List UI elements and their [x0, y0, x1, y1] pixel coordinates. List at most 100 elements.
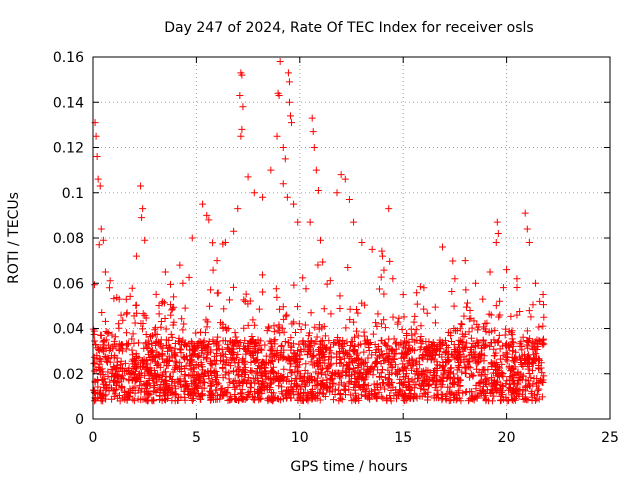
data-point: [110, 354, 118, 362]
data-point: [417, 339, 425, 347]
data-point: [338, 396, 346, 404]
data-point: [90, 353, 98, 361]
data-point: [411, 330, 419, 338]
data-point: [314, 186, 322, 194]
data-point: [315, 345, 323, 353]
data-point: [161, 376, 169, 384]
data-point: [115, 378, 123, 386]
data-point: [218, 386, 226, 394]
data-point: [310, 144, 318, 151]
data-point: [128, 346, 136, 354]
data-point: [259, 288, 267, 296]
data-point: [529, 301, 537, 309]
data-point: [482, 381, 490, 389]
data-point: [172, 352, 180, 360]
data-point: [478, 351, 486, 359]
data-point: [226, 379, 234, 387]
data-point: [113, 372, 121, 380]
data-point: [412, 326, 420, 334]
data-point: [140, 344, 148, 352]
data-point: [117, 311, 125, 319]
data-point: [416, 345, 424, 353]
data-point: [475, 339, 483, 347]
data-point: [386, 257, 394, 265]
data-point: [366, 395, 374, 403]
data-point: [358, 299, 366, 307]
data-point: [475, 355, 483, 363]
data-point: [134, 386, 142, 394]
data-point: [380, 266, 388, 274]
data-point: [334, 369, 342, 377]
data-point: [261, 359, 269, 367]
data-point: [321, 392, 329, 400]
data-point: [374, 366, 382, 374]
data-point: [103, 383, 111, 391]
data-point: [507, 312, 515, 320]
data-point: [97, 371, 105, 379]
data-point: [424, 393, 432, 401]
data-point: [491, 361, 499, 369]
data-point: [313, 381, 321, 389]
data-point: [171, 340, 179, 348]
data-point: [281, 155, 289, 163]
data-point: [417, 322, 425, 330]
data-point: [251, 340, 259, 348]
data-point: [342, 382, 350, 390]
data-point: [368, 245, 376, 253]
data-point: [364, 382, 372, 390]
data-point: [336, 372, 344, 380]
data-point: [524, 344, 532, 352]
data-point: [206, 357, 214, 365]
data-point: [206, 382, 214, 390]
data-point: [197, 371, 205, 379]
data-point: [537, 364, 545, 372]
data-point: [217, 385, 225, 393]
data-point: [165, 385, 173, 393]
data-point: [258, 383, 266, 391]
data-point: [101, 268, 109, 276]
data-point: [229, 345, 237, 353]
data-point: [345, 371, 353, 379]
x-axis-label: GPS time / hours: [290, 459, 407, 475]
data-point: [190, 350, 198, 358]
data-point: [231, 385, 239, 393]
data-point: [538, 369, 546, 377]
data-point: [395, 341, 403, 349]
data-point: [280, 315, 288, 323]
data-point: [285, 98, 293, 106]
data-point: [381, 340, 389, 348]
data-point: [123, 340, 131, 348]
data-point: [375, 388, 383, 396]
data-point: [138, 325, 146, 333]
data-point: [420, 377, 428, 385]
data-point: [492, 239, 500, 247]
data-point: [345, 196, 353, 204]
data-point: [374, 310, 382, 318]
data-point: [246, 297, 254, 305]
data-point: [195, 375, 203, 383]
data-point: [442, 349, 450, 357]
data-point: [247, 384, 255, 392]
data-point: [513, 275, 521, 283]
data-point: [528, 388, 536, 396]
data-point: [311, 323, 319, 331]
data-point: [117, 361, 125, 369]
data-point: [268, 347, 276, 355]
data-point: [265, 394, 273, 402]
data-point: [378, 247, 386, 255]
data-point: [371, 392, 379, 400]
data-point: [334, 334, 342, 342]
data-point: [95, 241, 103, 249]
data-point: [432, 394, 440, 402]
data-point: [409, 393, 417, 401]
data-point: [196, 328, 204, 336]
data-point: [285, 339, 293, 347]
data-point: [469, 371, 477, 379]
data-point: [331, 338, 339, 346]
data-point: [350, 218, 358, 226]
data-point: [462, 286, 470, 294]
data-point: [357, 391, 365, 399]
data-point: [171, 357, 179, 365]
data-point: [425, 380, 433, 388]
data-point: [529, 346, 537, 354]
